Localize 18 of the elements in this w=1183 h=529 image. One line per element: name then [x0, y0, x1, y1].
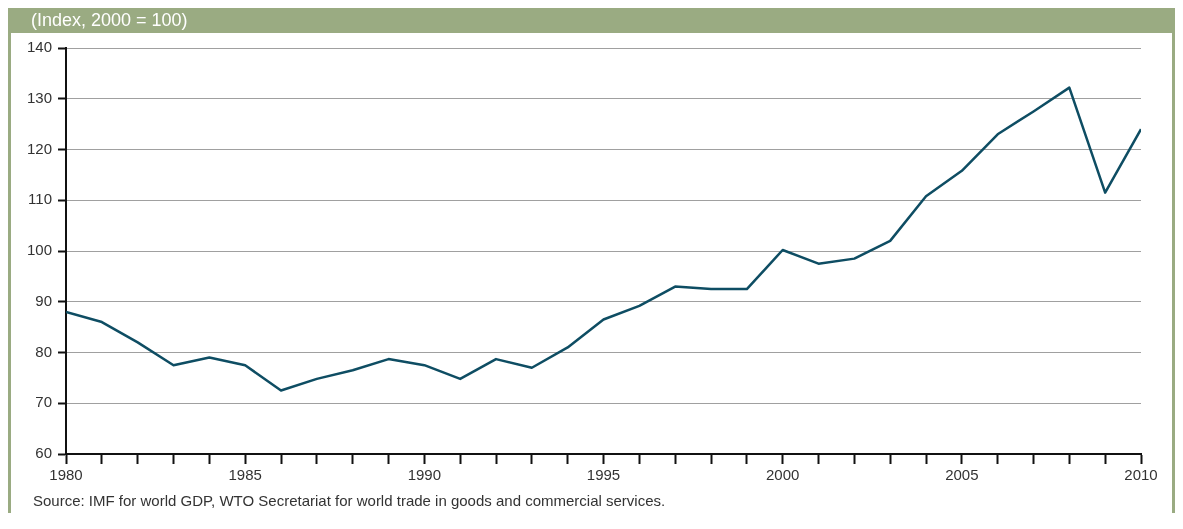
y-tick-label: 70	[35, 393, 53, 411]
y-tick-label: 110	[28, 190, 53, 208]
x-tick-label: 1990	[407, 466, 442, 484]
chart-subtitle: (Index, 2000 = 100)	[31, 10, 189, 31]
x-tick-label: 1985	[228, 466, 262, 484]
x-tick-label: 2000	[765, 466, 800, 484]
x-tick-label: 2005	[945, 466, 979, 484]
x-tick-label: 1980	[49, 466, 83, 484]
x-tick-label: 2010	[1124, 466, 1158, 484]
x-tick-label: 1995	[586, 466, 621, 484]
y-tick-label: 90	[35, 291, 53, 309]
y-tick-label: 120	[27, 139, 53, 157]
y-tick-label: 80	[35, 342, 53, 360]
y-tick-label: 100	[27, 241, 53, 259]
y-tick-label: 130	[27, 88, 53, 106]
y-tick-label: 140	[27, 38, 53, 56]
source-note: Source: IMF for world GDP, WTO Secretariat for world trade in goods and commercial services.	[32, 491, 667, 511]
y-tick-label: 60	[35, 444, 53, 462]
